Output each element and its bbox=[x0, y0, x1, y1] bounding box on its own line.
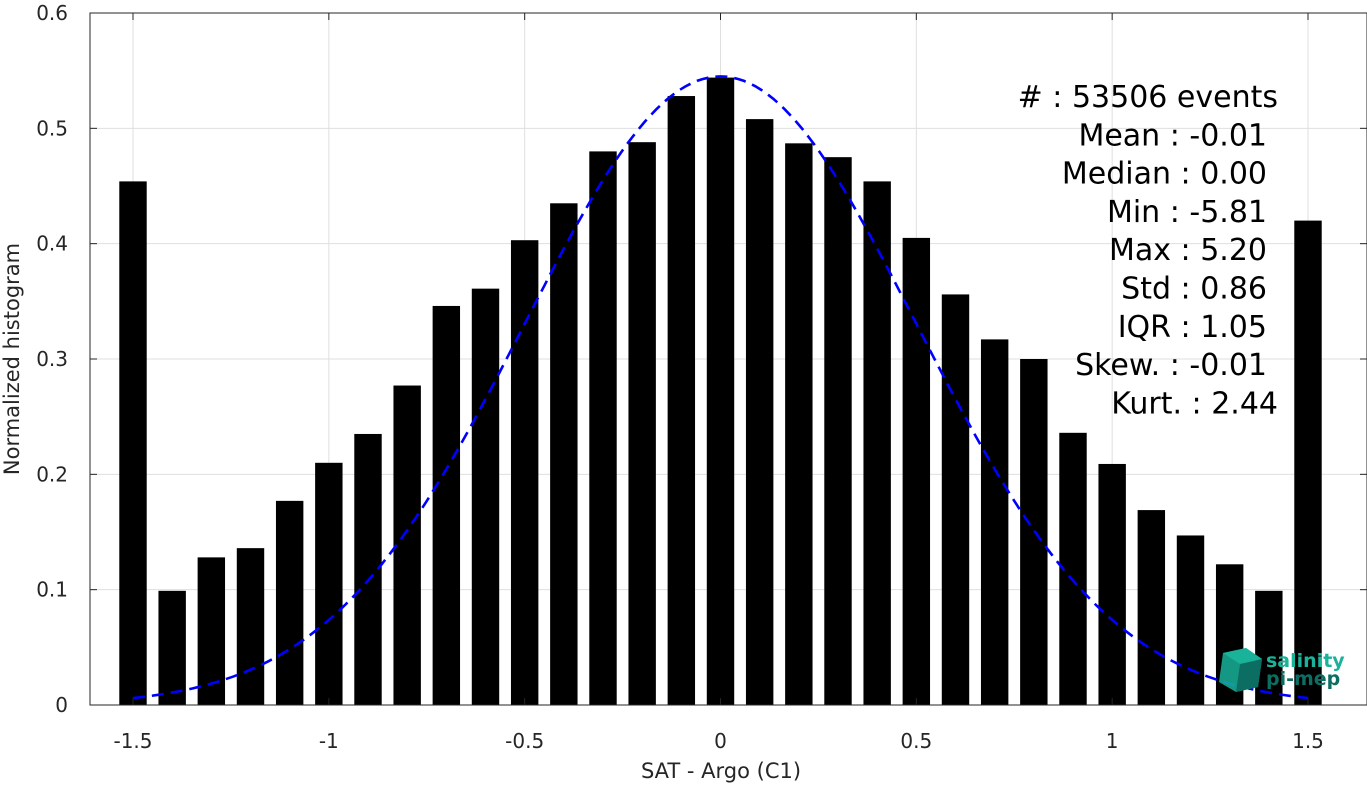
histogram-bar bbox=[1176, 535, 1205, 705]
stat-line: IQR : 1.05 bbox=[1118, 310, 1267, 345]
histogram-bar bbox=[158, 590, 186, 705]
histogram-bar bbox=[902, 237, 931, 705]
histogram-bar bbox=[1255, 590, 1283, 705]
stat-line: Median : 0.00 bbox=[1062, 157, 1267, 192]
x-axis-label: SAT - Argo (C1) bbox=[641, 759, 801, 783]
histogram-bar bbox=[785, 143, 813, 705]
x-tick-label: -1.5 bbox=[113, 729, 152, 753]
y-tick-label: 0.1 bbox=[36, 578, 68, 602]
gaussian-fit-curve bbox=[132, 75, 1309, 700]
histogram-bar bbox=[941, 294, 970, 705]
histogram-bar bbox=[197, 557, 226, 705]
y-tick-label: 0.4 bbox=[36, 232, 68, 256]
cube-logo-icon bbox=[1219, 648, 1262, 692]
histogram-bar bbox=[432, 305, 461, 705]
histogram-bar bbox=[1098, 463, 1126, 705]
y-tick-label: 0.5 bbox=[36, 116, 68, 140]
histogram-bar bbox=[589, 151, 617, 705]
histogram-bar bbox=[980, 339, 1009, 705]
histogram-bar bbox=[824, 157, 852, 705]
y-tick-label: 0.6 bbox=[36, 1, 68, 25]
x-tick-label: -1 bbox=[319, 729, 339, 753]
x-tick-label: 1 bbox=[1106, 729, 1119, 753]
histogram-bar bbox=[667, 96, 696, 706]
stat-line: Std : 0.86 bbox=[1121, 272, 1267, 307]
histogram-bar bbox=[863, 181, 891, 706]
stat-line: Kurt. : 2.44 bbox=[1111, 386, 1278, 421]
y-axis-label: Normalized histogram bbox=[0, 243, 24, 475]
histogram-bar bbox=[706, 77, 735, 705]
y-tick-label: 0.2 bbox=[36, 462, 68, 486]
histogram-bar bbox=[236, 548, 265, 705]
bar-series bbox=[119, 77, 1322, 706]
x-tick-label: 0 bbox=[714, 729, 727, 753]
stat-line: Max : 5.20 bbox=[1109, 233, 1267, 268]
y-tick-label: 0.3 bbox=[36, 347, 68, 371]
x-tick-label: 0.5 bbox=[900, 729, 932, 753]
stat-line: Skew. : -0.01 bbox=[1075, 348, 1267, 383]
histogram-bar bbox=[275, 500, 304, 705]
logo-text-pimep: pi-mep bbox=[1266, 668, 1340, 690]
histogram-bar bbox=[745, 119, 774, 705]
salinity-pimep-logo: salinity pi-mep bbox=[1219, 648, 1345, 692]
logo-text-salinity: salinity bbox=[1266, 650, 1345, 672]
histogram-bar bbox=[354, 433, 382, 705]
histogram-bar bbox=[393, 385, 421, 705]
x-tick-label: -0.5 bbox=[505, 729, 544, 753]
x-axis-ticks: -1.5 -1 -0.5 0 0.5 1 1.5 bbox=[113, 13, 1324, 753]
stat-line: # : 53506 events bbox=[1018, 80, 1278, 115]
stat-line: Min : -5.81 bbox=[1107, 195, 1267, 230]
histogram-bar bbox=[471, 288, 500, 705]
histogram-bar bbox=[1294, 220, 1322, 705]
y-axis-ticks: 0 0.1 0.2 0.3 0.4 0.5 0.6 bbox=[36, 1, 1367, 717]
histogram-bar bbox=[1137, 510, 1166, 705]
histogram-bar bbox=[510, 240, 539, 705]
histogram-bar bbox=[550, 203, 578, 706]
y-tick-label: 0 bbox=[55, 693, 68, 717]
histogram-bar bbox=[315, 462, 343, 705]
histogram-bar bbox=[119, 181, 147, 706]
stat-line: Mean : -0.01 bbox=[1078, 118, 1267, 153]
x-tick-label: 1.5 bbox=[1292, 729, 1324, 753]
histogram-bar bbox=[628, 142, 656, 705]
